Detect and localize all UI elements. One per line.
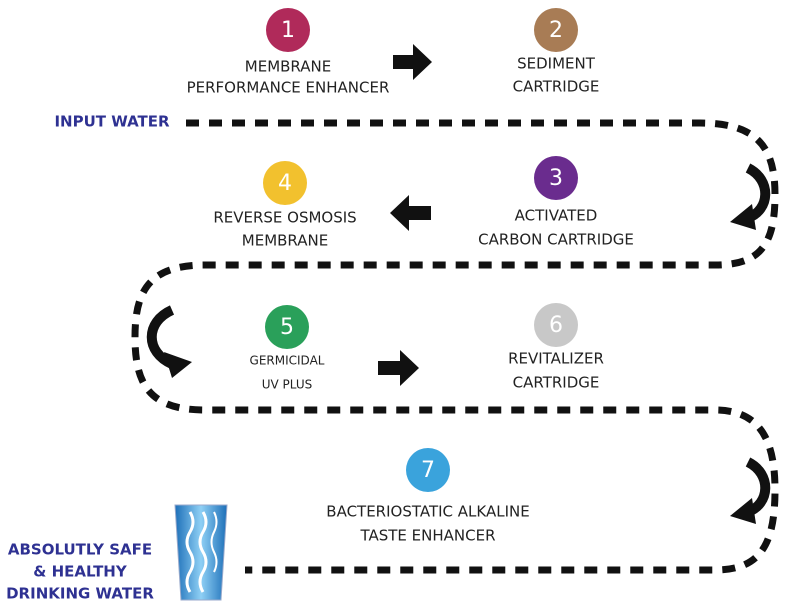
output-label: & HEALTHY xyxy=(33,563,128,581)
step-label: MEMBRANE xyxy=(242,232,328,250)
step-number: 1 xyxy=(281,18,295,43)
diagram: INPUT WATER 1 MEMBRANE PERFORMANCE ENHANCE… xyxy=(0,0,798,603)
step-label: REVERSE OSMOSIS xyxy=(213,209,356,227)
curved-arrow xyxy=(152,310,192,378)
step-label: PERFORMANCE ENHANCER xyxy=(187,79,390,97)
arrow-right xyxy=(393,44,432,80)
step-number: 2 xyxy=(549,18,563,43)
step-label: GERMICIDAL xyxy=(250,354,325,368)
step-label: ACTIVATED xyxy=(515,207,598,225)
step-number: 6 xyxy=(549,313,563,338)
step-label: CARBON CARTRIDGE xyxy=(478,231,634,249)
arrow-right xyxy=(378,350,419,386)
arrow-left xyxy=(390,195,431,231)
step-label: MEMBRANE xyxy=(245,58,331,76)
step-number: 4 xyxy=(278,171,292,196)
curved-arrow xyxy=(730,168,765,230)
step-number: 7 xyxy=(421,458,435,483)
glass-icon xyxy=(175,505,227,600)
curved-arrow xyxy=(730,462,765,524)
step-number: 5 xyxy=(280,315,294,340)
step-number: 3 xyxy=(549,166,563,191)
output-label: DRINKING WATER xyxy=(6,585,154,603)
step-label: BACTERIOSTATIC ALKALINE xyxy=(326,503,529,521)
step-label: SEDIMENT xyxy=(517,55,596,73)
step-label: UV PLUS xyxy=(262,378,313,392)
step-label: TASTE ENHANCER xyxy=(359,527,495,545)
step-label: CARTRIDGE xyxy=(513,78,600,96)
step-label: CARTRIDGE xyxy=(513,374,600,392)
input-label: INPUT WATER xyxy=(54,113,170,131)
output-label: ABSOLUTLY SAFE xyxy=(8,541,152,559)
step-label: REVITALIZER xyxy=(508,350,604,368)
